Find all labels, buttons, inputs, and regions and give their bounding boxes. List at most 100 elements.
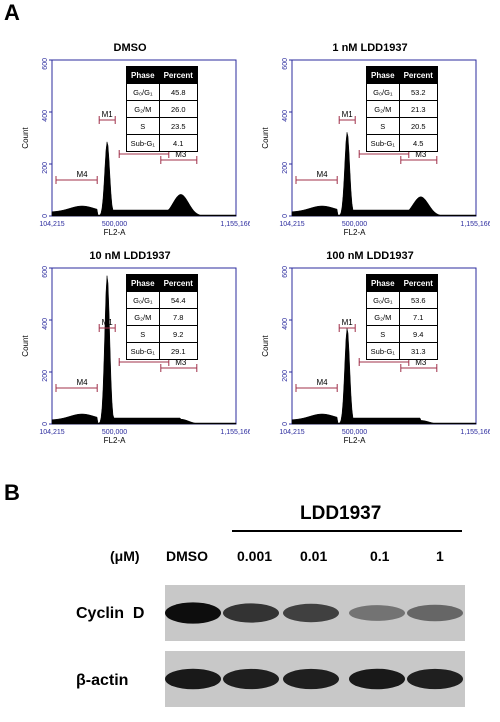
y-tick-label: 0	[282, 214, 289, 218]
panel-a-letter: A	[4, 0, 20, 25]
table-cell: 26.0	[159, 100, 198, 118]
x-axis-label: FL2-A	[344, 228, 366, 237]
y-tick-label: 400	[282, 110, 289, 122]
lane-label-1: 1	[436, 548, 444, 564]
table-cell: G₂/M	[126, 308, 160, 326]
blot-band	[349, 605, 405, 621]
histogram-panel-10nm: 10 nM LDD1937 0 200 400 600 Count 104,215 500,…	[10, 250, 250, 450]
marker-label: M4	[76, 378, 88, 387]
y-axis-label: Count	[261, 127, 270, 149]
y-tick-label: 200	[42, 162, 49, 174]
table-row: G₀/G₁ 45.8	[126, 83, 198, 101]
marker-label: M1	[102, 110, 114, 119]
blot-band	[283, 603, 339, 623]
histogram-bars	[51, 141, 237, 217]
lane-label-0.01: 0.01	[300, 548, 328, 564]
marker-label: M3	[175, 150, 187, 159]
table-cell: G₂/M	[126, 100, 160, 118]
x-tick-label: 500,000	[342, 429, 367, 436]
y-tick-label: 400	[42, 318, 49, 330]
x-axis-label: FL2-A	[104, 436, 126, 445]
x-tick-label: 104,215	[39, 221, 64, 228]
blot-band	[223, 668, 279, 690]
table-cell: 29.1	[159, 342, 198, 360]
table-row: Sub-G₁ 4.5	[366, 134, 438, 152]
histogram-bars	[291, 328, 477, 425]
y-tick-label: 600	[42, 266, 49, 278]
y-tick-label: 200	[42, 370, 49, 382]
y-axis-label: Count	[21, 127, 30, 149]
table-cell: G₀/G₁	[366, 83, 400, 101]
table-cell: S	[126, 325, 160, 343]
table-cell: 9.2	[159, 325, 198, 343]
histogram-panel-dmso: DMSO 0 200 400 600 Count 104,215 500,000 1,155,…	[10, 42, 250, 242]
marker-label: M3	[175, 358, 187, 367]
x-tick-label: 1,155,166	[460, 429, 490, 436]
table-row: G₀/G₁ 53.2	[366, 83, 438, 101]
x-tick-label: 104,215	[279, 221, 304, 228]
marker-label: M3	[415, 150, 427, 159]
table-cell: S	[366, 325, 400, 343]
table-row: Sub-G₁ 4.1	[126, 134, 198, 152]
histogram-plot: 0 200 400 600 Count 104,215 500,000 1,155,166 FL…	[21, 266, 250, 445]
table-row: S 20.5	[366, 117, 438, 135]
marker-label: M3	[415, 358, 427, 367]
histogram-panel-1nm: 1 nM LDD1937 0 200 400 600 Count 104,215 500,0…	[250, 42, 490, 242]
phase-percent-table: Phase Percent G₀/G₁ 53.6 G₂/M 7.1 S 9.4 Sub-G₁ 31…	[366, 274, 438, 360]
table-cell: 20.5	[399, 117, 438, 135]
lane-label-0.001: 0.001	[237, 548, 273, 564]
row-label-beta-actin: β-actin	[76, 672, 129, 689]
table-cell: 4.5	[399, 134, 438, 152]
y-axis-label: Count	[261, 335, 270, 357]
lane-label-0.1: 0.1	[370, 548, 390, 564]
histogram-title: 100 nM LDD1937	[326, 250, 414, 262]
histogram-panel-100nm: 100 nM LDD1937 0 200 400 600 Count 104,215 500…	[250, 250, 490, 450]
treatment-bar	[232, 530, 462, 532]
table-cell: 4.1	[159, 134, 198, 152]
unit-label: (μM)	[110, 548, 140, 564]
x-tick-label: 104,215	[279, 429, 304, 436]
table-cell: 23.5	[159, 117, 198, 135]
table-header-row: Phase Percent	[366, 274, 438, 292]
y-tick-label: 0	[42, 214, 49, 218]
histogram-title: DMSO	[113, 42, 147, 54]
marker-label: M4	[316, 170, 328, 179]
x-tick-label: 1,155,166	[220, 221, 250, 228]
table-cell: G₀/G₁	[126, 83, 160, 101]
blot-band	[165, 602, 221, 624]
phase-percent-table: Phase Percent G₀/G₁ 54.4 G₂/M 7.8 S 9.2 Sub-G₁ 29…	[126, 274, 198, 360]
y-tick-label: 200	[282, 370, 289, 382]
table-row: G₂/M 26.0	[126, 100, 198, 118]
y-axis-label: Count	[21, 335, 30, 357]
table-cell: 31.3	[399, 342, 438, 360]
western-blot-image	[165, 585, 465, 707]
table-row: G₂/M 7.8	[126, 308, 198, 326]
table-cell: G₀/G₁	[126, 291, 160, 309]
row-label-cyclin-d: Cyclin D	[76, 605, 145, 622]
panel-b-letter: B	[4, 480, 20, 505]
table-row: Sub-G₁ 29.1	[126, 342, 198, 360]
blot-band	[407, 668, 463, 690]
x-tick-label: 1,155,166	[460, 221, 490, 228]
table-row: G₂/M 7.1	[366, 308, 438, 326]
marker-label: M4	[316, 378, 328, 387]
table-cell: 9.4	[399, 325, 438, 343]
table-cell: 7.8	[159, 308, 198, 326]
x-tick-label: 500,000	[102, 429, 127, 436]
table-cell: Sub-G₁	[366, 134, 400, 152]
blot-band	[165, 668, 221, 690]
histogram-bars	[291, 132, 477, 217]
y-tick-label: 600	[282, 58, 289, 70]
table-header-cell: Percent	[399, 66, 438, 84]
table-row: S 23.5	[126, 117, 198, 135]
table-cell: G₂/M	[366, 308, 400, 326]
table-header-cell: Percent	[159, 66, 198, 84]
y-tick-label: 400	[42, 110, 49, 122]
table-cell: 7.1	[399, 308, 438, 326]
table-header-cell: Phase	[126, 66, 160, 84]
x-tick-label: 104,215	[39, 429, 64, 436]
marker-label: M1	[342, 318, 354, 327]
table-cell: Sub-G₁	[126, 342, 160, 360]
table-cell: 21.3	[399, 100, 438, 118]
blot-band	[223, 603, 279, 623]
